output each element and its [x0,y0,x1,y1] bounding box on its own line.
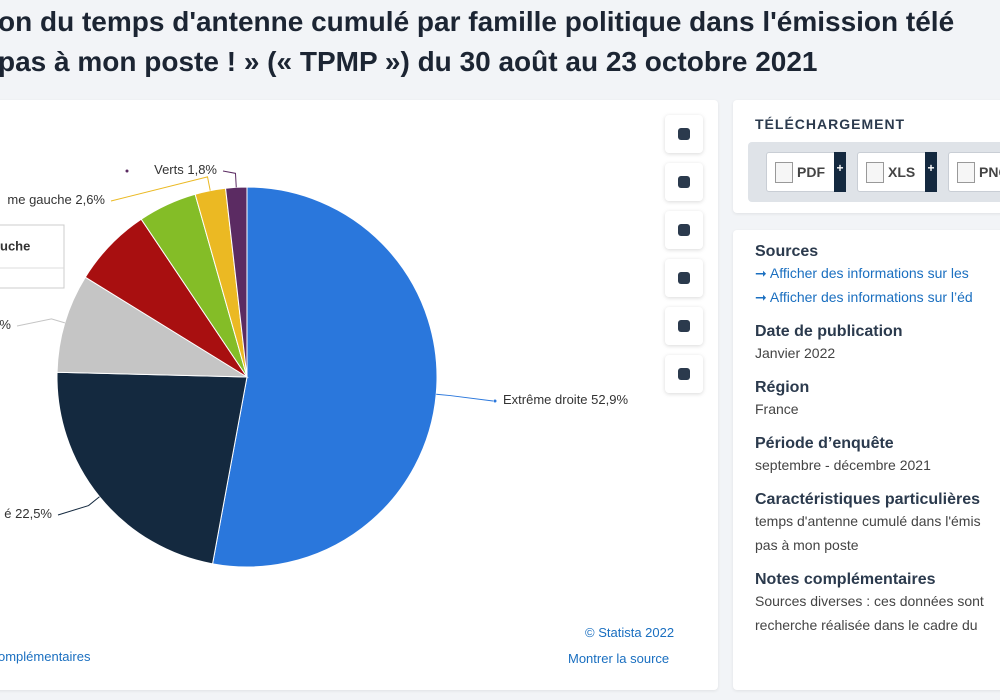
source-link[interactable]: ➞ Afficher des informations sur les [755,265,969,281]
settings-button[interactable] [665,211,703,249]
section-text: septembre - décembre 2021 [755,457,931,473]
slice-value: 4% [0,317,11,332]
leader-line [222,170,237,188]
link-text: Afficher des informations sur les [769,265,969,281]
download-bar: PDF+ XLS+ PNG [748,142,1000,202]
leader-line [110,176,211,202]
label-bullet [493,399,497,403]
section-title: Sources [755,243,819,260]
share-button[interactable] [665,259,703,297]
details-card: Sources ➞ Afficher des informations sur l… [733,230,1000,690]
button-label: PNG [979,164,1000,180]
copyright: © Statista 2022 [585,625,675,640]
pie-slice [56,276,249,378]
slice-value: 2,6% [75,192,105,207]
leader-line [57,496,100,516]
png-button[interactable]: PNG [948,152,1000,192]
slice-category: Verts [154,162,184,177]
section-text: France [755,401,799,417]
slice-label: é 22,5% [4,506,52,521]
slice-category: me gauche [7,192,71,207]
slice-value: 22,5% [15,506,52,521]
source-link[interactable]: ➞ Afficher des informations sur l’éd [755,289,973,305]
section-text: Janvier 2022 [755,345,836,361]
pie-slice [225,186,248,378]
tooltip [0,224,65,289]
leader-line [436,393,494,402]
pie-slice [211,186,438,568]
slice-label: me gauche 2,6% [7,192,105,207]
pdf-button[interactable]: PDF + [766,152,846,192]
page-title: on du temps d'antenne cumulé par famille… [0,2,954,82]
xls-button[interactable]: XLS + [857,152,937,192]
section-title: Notes complémentaires [755,571,936,588]
slice-label: 4% [0,317,11,332]
slice-label: Verts 1,8% [154,162,217,177]
section-text: temps d'antenne cumulé dans l'émis [755,513,981,529]
slice-value: 1,8% [187,162,217,177]
source-link[interactable]: Montrer la source [568,651,670,666]
title-line: pas à mon poste ! » (« TPMP ») du 30 aoû… [0,46,818,77]
slice-value: 52,9% [591,392,628,407]
print-button[interactable] [665,355,703,393]
details: Sources ➞ Afficher des informations sur l… [755,243,984,637]
section-title: Période d’enquête [755,435,894,452]
button-label: PDF [797,164,825,180]
section-text: Sources diverses : ces données sont [755,593,984,609]
notes-link[interactable]: omplémentaires [0,649,91,664]
download-card: TÉLÉCHARGEMENT PDF+ XLS+ PNG [733,100,1000,213]
title-line: on du temps d'antenne cumulé par famille… [0,6,955,37]
slice-label: Extrême droite 52,9% [503,392,628,407]
slice-category: Extrême droite [503,392,588,407]
download-title: TÉLÉCHARGEMENT [755,116,906,132]
section-title: Caractéristiques particulières [755,491,980,508]
section-title: Date de publication [755,323,903,340]
link-text: Afficher des informations sur l’éd [769,289,973,305]
button-label: XLS [888,164,916,180]
leader-line [16,318,66,327]
section-text: recherche réalisée dans le cadre du [755,617,978,633]
cite-button[interactable] [665,307,703,345]
tooltip-text: uche [0,238,30,253]
pie-chart: Extrême droite 52,9% é 22,5% 4% me gauche 2… [0,162,628,568]
slice-category: é [4,506,11,521]
section-text: pas à mon poste [755,537,859,553]
section-title: Région [755,379,810,396]
label-bullet [125,169,129,173]
alert-button[interactable] [665,163,703,201]
favorite-button[interactable] [665,115,703,153]
